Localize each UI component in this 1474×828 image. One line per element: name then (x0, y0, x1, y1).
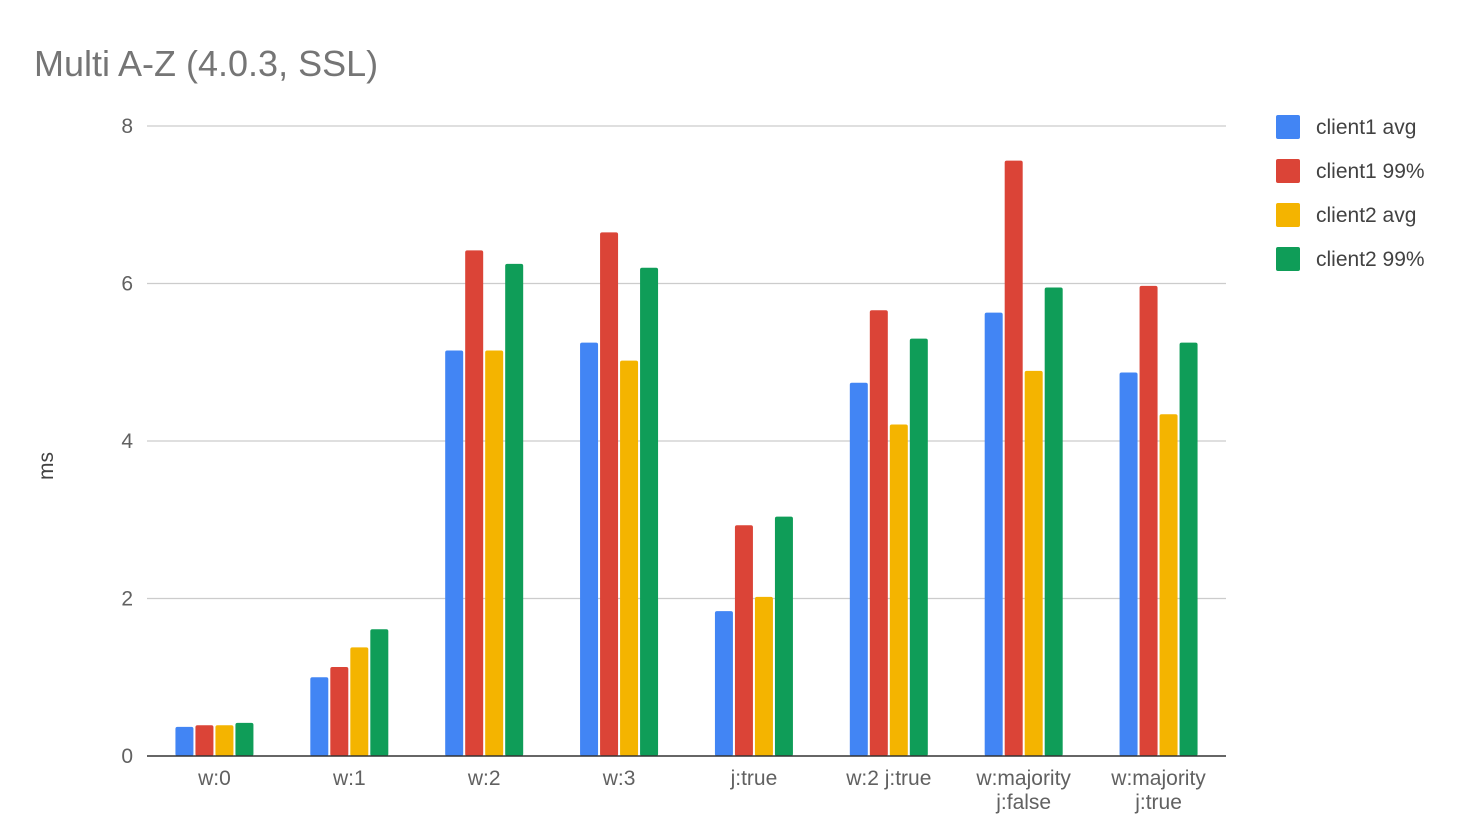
x-tick-label: w:majority (1110, 767, 1206, 790)
legend-swatch (1276, 159, 1300, 183)
bar (1044, 287, 1063, 756)
x-tick-label: w:majority (975, 767, 1071, 790)
bar (984, 312, 1003, 756)
bar (235, 722, 254, 756)
legend-label: client1 99% (1316, 160, 1425, 183)
bar (465, 250, 484, 757)
legend: client1 avg client1 99% client2 avg client2… (1276, 115, 1425, 271)
bar (640, 267, 659, 756)
chart-title: Multi A-Z (4.0.3, SSL) (34, 43, 378, 84)
bar (620, 360, 639, 756)
bar (869, 310, 888, 756)
x-tick-label: w:2 j:true (845, 767, 931, 790)
x-tick-label: w:1 (332, 767, 366, 790)
legend-label: client2 99% (1316, 248, 1425, 271)
bar (310, 677, 329, 756)
bar (580, 342, 599, 756)
bar (909, 338, 928, 756)
y-tick-label: 4 (121, 430, 133, 453)
bar (1024, 370, 1043, 756)
y-axis-label: ms (35, 452, 58, 480)
bars (175, 160, 1198, 757)
bar (1139, 285, 1158, 756)
bar (505, 263, 524, 756)
bar (714, 611, 733, 756)
bar (734, 525, 753, 756)
bar (600, 232, 619, 756)
x-tick-label: j:true (1134, 791, 1182, 814)
bar (195, 725, 214, 756)
y-tick-label: 8 (121, 115, 133, 138)
x-tick-label: w:0 (197, 767, 231, 790)
bar (754, 596, 773, 756)
bar (485, 350, 504, 756)
legend-label: client1 avg (1316, 116, 1416, 139)
legend-label: client2 avg (1316, 204, 1416, 227)
x-tick-label: w:3 (602, 767, 636, 790)
bar (849, 382, 868, 756)
bar (445, 350, 464, 756)
bar (1119, 372, 1138, 756)
legend-swatch (1276, 247, 1300, 271)
x-tick-label: w:2 (467, 767, 501, 790)
legend-swatch (1276, 115, 1300, 139)
bar (889, 424, 908, 756)
bar (175, 726, 194, 756)
x-tick-label: j:true (730, 767, 778, 790)
y-tick-label: 2 (121, 588, 133, 611)
bar (215, 725, 234, 756)
bar (774, 516, 793, 756)
bar (350, 647, 369, 756)
legend-swatch (1276, 203, 1300, 227)
bar (330, 667, 349, 756)
y-tick-label: 0 (121, 745, 133, 768)
axes: 0 2 4 6 8 w:0 w:1 w:2 w:3 j:true w:2 j:true w:major… (121, 115, 1226, 814)
bar (1179, 342, 1198, 756)
y-tick-label: 6 (121, 273, 133, 296)
bar (370, 629, 389, 756)
gridlines (147, 125, 1226, 600)
bar (1004, 160, 1023, 756)
x-tick-label: j:false (995, 791, 1051, 814)
bar (1159, 414, 1178, 756)
